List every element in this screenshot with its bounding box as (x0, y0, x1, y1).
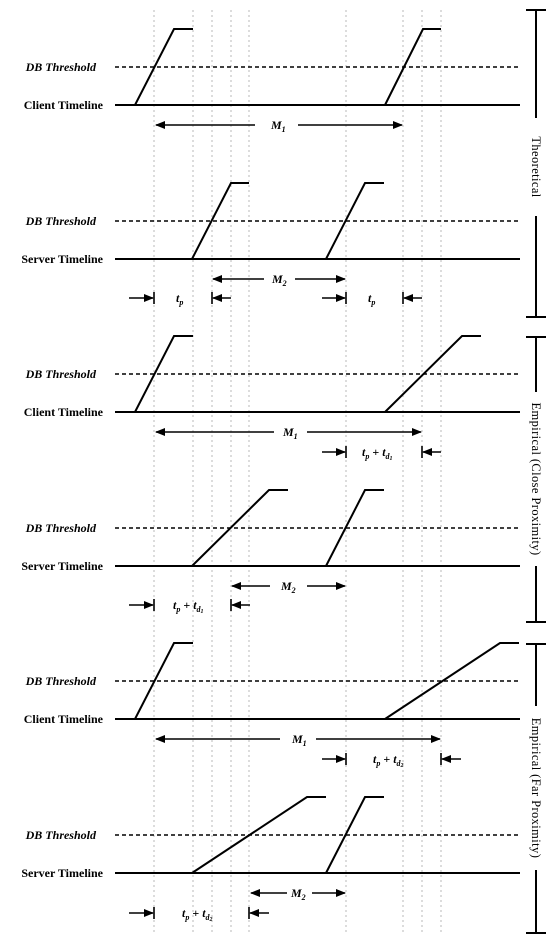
empirical-far-section: DB Threshold Client Timeline M1 tp + td2… (21, 642, 520, 923)
m1-label: M1 (282, 425, 298, 441)
tp-td1-measure (129, 599, 250, 611)
client-timeline-label: Client Timeline (24, 98, 104, 112)
client-panel-close: DB Threshold Client Timeline M1 tp + td1 (24, 335, 520, 462)
db-threshold-label: DB Threshold (25, 60, 97, 74)
empirical-close-section: DB Threshold Client Timeline M1 tp + td1… (21, 335, 520, 615)
section-label-empirical-close: Empirical (Close Proximity) (529, 402, 543, 555)
theoretical-section: DB Threshold Client Timeline M1 DB Thres… (21, 28, 520, 307)
bracket-empirical-close (526, 336, 546, 623)
tp-measure (322, 292, 422, 304)
server-timeline-label: Server Timeline (21, 252, 103, 266)
m1-label: M1 (291, 732, 307, 748)
m1-label: M1 (270, 118, 286, 134)
section-label-theoretical: Theoretical (529, 136, 543, 197)
client-timeline-label: Client Timeline (24, 712, 104, 726)
section-label-empirical-far: Empirical (Far Proximity) (529, 718, 543, 859)
client-timeline-label: Client Timeline (24, 405, 104, 419)
tp-td2-label: tp + td2 (373, 752, 404, 769)
server-signal (191, 182, 384, 260)
tp-td1-label: tp + td1 (362, 445, 393, 462)
bracket-empirical-far (526, 643, 546, 934)
m2-label: M2 (290, 886, 306, 902)
server-signal (191, 796, 384, 874)
server-timeline-label: Server Timeline (21, 559, 103, 573)
tp-td2-measure (129, 907, 269, 919)
server-timeline-label: Server Timeline (21, 866, 103, 880)
tp-td2-measure (322, 753, 461, 765)
client-panel-far: DB Threshold Client Timeline M1 tp + td2 (24, 642, 520, 769)
tp-td1-label: tp + td1 (173, 598, 204, 615)
server-signal (191, 489, 384, 567)
db-threshold-label: DB Threshold (25, 674, 97, 688)
bracket-theoretical (526, 9, 546, 318)
server-panel-close: DB Threshold Server Timeline M2 tp + td1 (21, 489, 520, 615)
tp-td2-label: tp + td2 (182, 906, 213, 923)
db-threshold-label: DB Threshold (25, 214, 97, 228)
tp-label: tp (176, 291, 183, 307)
server-panel-theoretical: DB Threshold Server Timeline M2 tp tp (21, 182, 520, 307)
m2-label: M2 (280, 579, 296, 595)
section-brackets (526, 9, 546, 934)
tp-td1-measure (322, 446, 441, 458)
m2-label: M2 (271, 272, 287, 288)
db-threshold-label: DB Threshold (25, 828, 97, 842)
tp-measure (129, 292, 231, 304)
server-panel-far: DB Threshold Server Timeline M2 tp + td2 (21, 796, 520, 923)
db-threshold-label: DB Threshold (25, 521, 97, 535)
vertical-guides (153, 10, 442, 934)
db-threshold-label: DB Threshold (25, 367, 97, 381)
tp-label: tp (368, 291, 375, 307)
client-panel-theoretical: DB Threshold Client Timeline M1 (24, 28, 520, 134)
